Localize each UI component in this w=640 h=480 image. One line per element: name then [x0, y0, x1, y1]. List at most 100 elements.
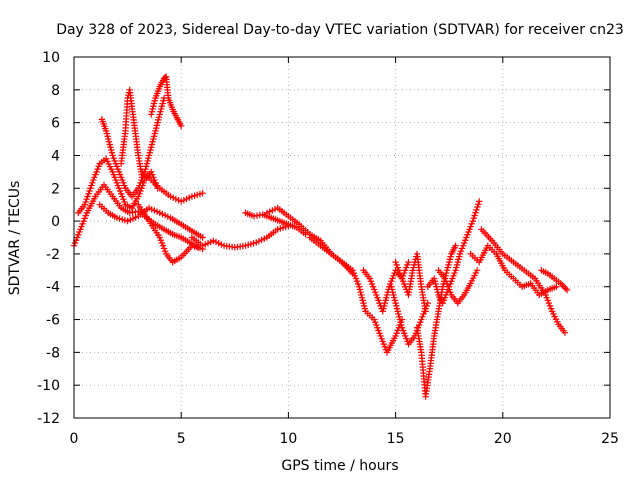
data-point [403, 264, 410, 271]
y-tick-label: -4 [46, 280, 60, 296]
data-point [389, 275, 396, 282]
data-point [404, 261, 411, 269]
data-point [117, 190, 125, 197]
data-point [119, 176, 126, 184]
data-point [142, 163, 150, 170]
data-point [440, 297, 448, 304]
data-point [446, 286, 453, 293]
data-point [393, 302, 400, 310]
x-tick-label: 25 [601, 431, 619, 447]
data-point [80, 217, 87, 225]
data-point [85, 190, 92, 197]
data-point [145, 154, 152, 162]
data-point [149, 138, 156, 145]
data-point [378, 335, 385, 342]
data-point [446, 256, 454, 263]
data-point [449, 275, 456, 282]
data-point [446, 258, 453, 266]
data-point [75, 231, 82, 238]
data-point [361, 305, 369, 312]
data-point [419, 313, 426, 321]
data-point [381, 343, 389, 351]
data-point [157, 237, 165, 244]
data-point [545, 299, 553, 307]
data-series-track-14 [388, 283, 431, 348]
data-point [111, 174, 118, 181]
data-point [112, 176, 120, 184]
data-point [145, 152, 153, 159]
data-point [157, 105, 165, 113]
data-point [439, 283, 446, 290]
data-point [376, 330, 383, 337]
data-point [373, 291, 380, 299]
data-point [106, 141, 113, 148]
data-point [456, 250, 464, 258]
data-point [360, 299, 367, 307]
data-point [394, 264, 401, 271]
x-tick-label: 5 [177, 431, 186, 447]
y-axis-title: SDTVAR / TECUs [7, 181, 23, 296]
data-point [156, 111, 163, 118]
data-point [199, 234, 206, 241]
data-point [402, 332, 409, 340]
data-point [82, 212, 89, 219]
grid [74, 57, 610, 418]
data-point [380, 302, 388, 310]
data-point [393, 305, 401, 312]
data-point [391, 297, 399, 304]
y-tick-label: 8 [51, 83, 60, 99]
data-point [395, 267, 403, 274]
data-point [453, 264, 460, 271]
data-point [465, 228, 472, 236]
data-series-track-17 [424, 198, 483, 307]
y-tick-label: -8 [46, 345, 60, 361]
data-point [114, 165, 122, 173]
data-series-track-13 [360, 258, 412, 315]
data-point [393, 261, 400, 269]
data-point [544, 297, 552, 304]
data-point [388, 286, 396, 293]
data-point [409, 267, 416, 274]
data-point [464, 231, 471, 238]
data-point [178, 122, 185, 130]
data-point [395, 310, 402, 318]
data-point [358, 291, 365, 299]
data-point [447, 288, 454, 296]
data-point [542, 291, 549, 299]
data-point [161, 247, 169, 255]
data-point [442, 291, 450, 299]
data-point [405, 258, 412, 266]
data-point [160, 97, 167, 104]
data-point [430, 275, 438, 282]
y-tick-label: -10 [37, 378, 60, 394]
data-point [434, 288, 441, 296]
data-series-track-10 [242, 209, 309, 238]
data-point [199, 189, 206, 197]
data-point [377, 332, 384, 340]
data-point [373, 321, 380, 329]
data-point [390, 272, 397, 279]
data-point [156, 234, 163, 241]
data-point [78, 223, 85, 230]
data-point [443, 267, 451, 274]
data-point [155, 113, 163, 121]
x-tick-label: 15 [387, 431, 405, 447]
data-point [135, 185, 142, 192]
data-point [474, 203, 481, 211]
data-point [392, 258, 399, 266]
data-point [155, 116, 162, 124]
data-series-track-9 [188, 222, 292, 251]
data-point [88, 182, 95, 189]
y-tick-label: -2 [46, 247, 60, 263]
data-point [459, 242, 467, 249]
data-point [71, 239, 79, 247]
data-point [115, 168, 123, 176]
data-point [109, 152, 116, 159]
data-point [387, 280, 394, 288]
data-point [375, 297, 382, 304]
data-point [457, 247, 465, 255]
data-point [152, 127, 159, 135]
data-point [461, 239, 468, 247]
data-point [443, 269, 450, 277]
